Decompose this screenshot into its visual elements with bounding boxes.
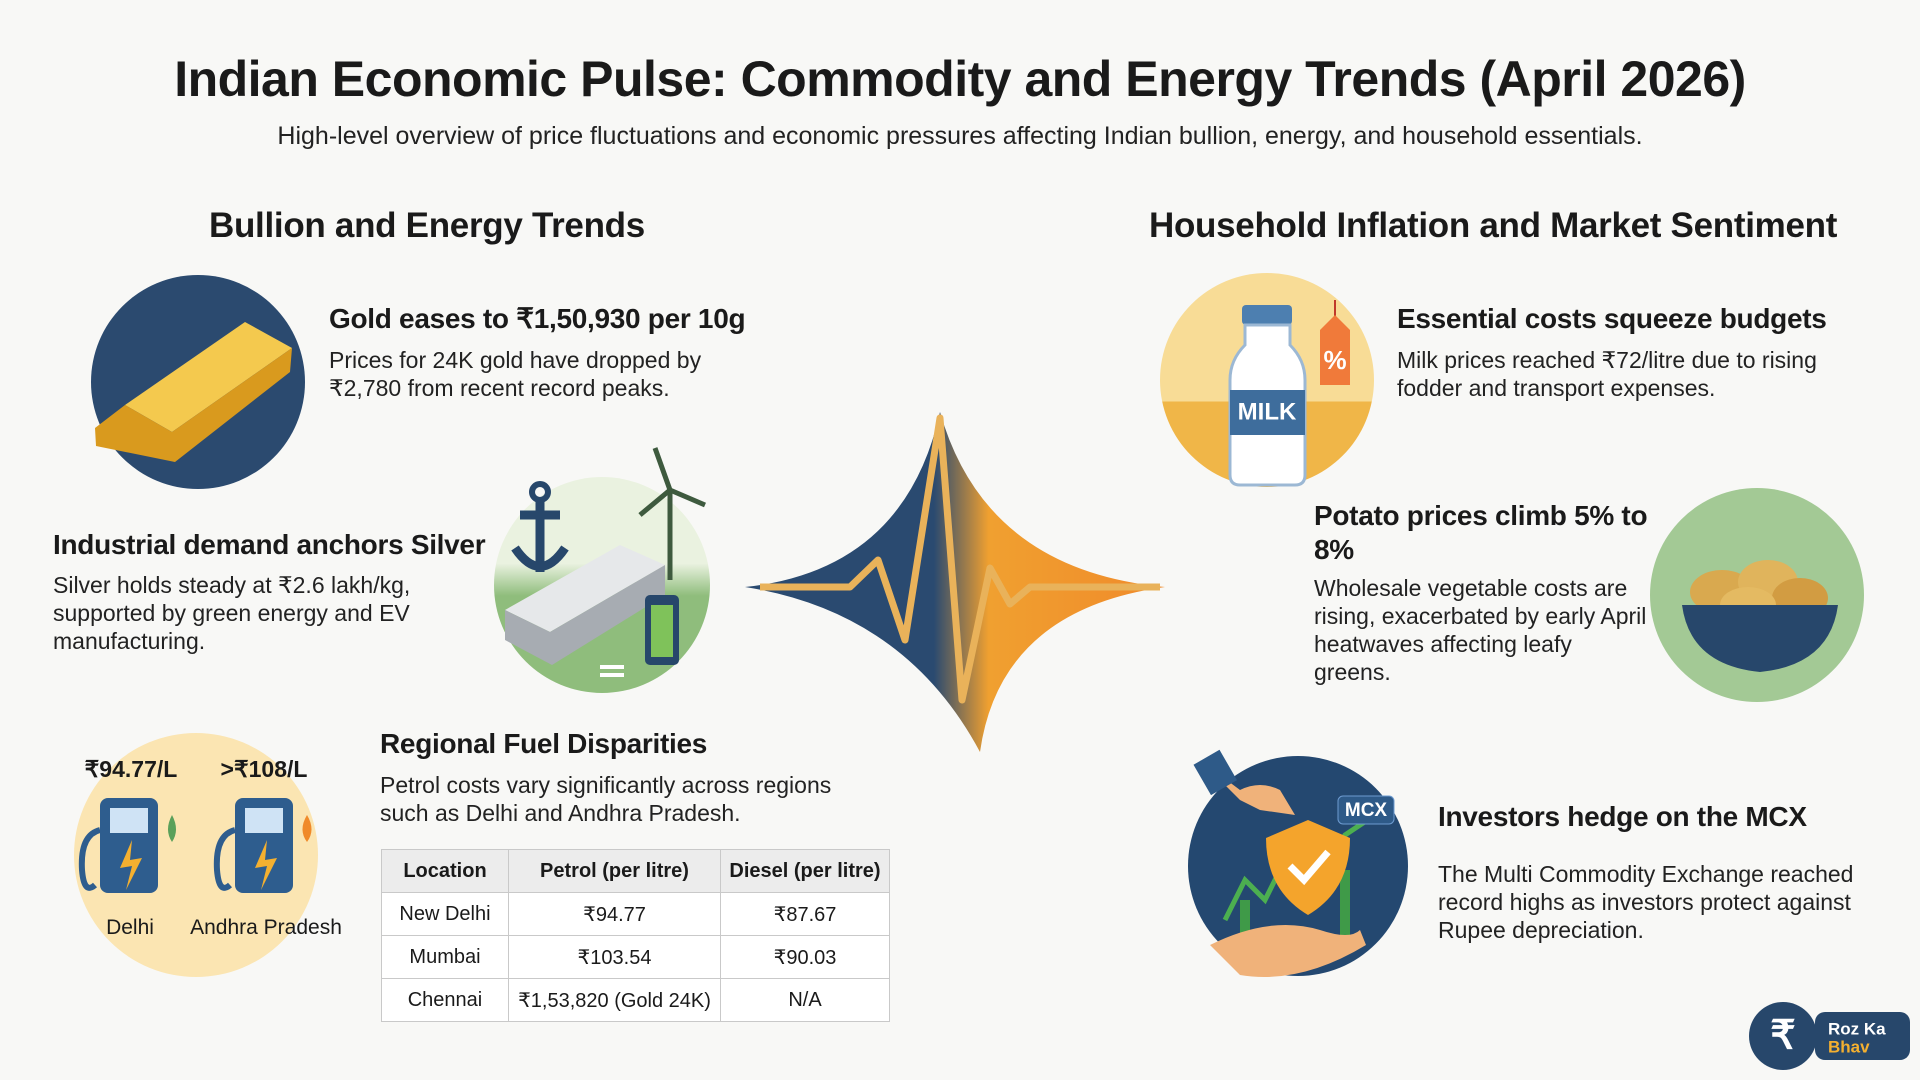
- logo-text: Roz Ka: [1828, 1019, 1886, 1038]
- potato-icon-part: [1682, 605, 1838, 672]
- mcx-icon-part: [1240, 900, 1250, 940]
- fuel-icon-part: [213, 827, 237, 891]
- silver-icon-part: [505, 565, 665, 665]
- fuel-icon-part: [255, 840, 277, 890]
- page-title: Indian Economic Pulse: Commodity and Ene…: [174, 51, 1746, 107]
- pulse-graphic: [745, 412, 1165, 752]
- milk-icon: MILK %: [1160, 273, 1374, 487]
- tag-label: %: [1323, 345, 1346, 375]
- cell: ₹87.67: [720, 892, 890, 936]
- fuel-icon-part: [302, 815, 312, 842]
- cell: ₹90.03: [720, 935, 890, 979]
- mcx-icon-part: [1266, 820, 1350, 915]
- mcx-icon-part: [1340, 870, 1350, 940]
- header-cell: Location: [381, 849, 509, 893]
- mcx-icon-part: [1337, 795, 1395, 825]
- table-row: New Delhi ₹94.77 ₹87.67: [381, 892, 890, 936]
- table-header: Location Petrol (per litre) Diesel (per li…: [381, 849, 890, 893]
- item-text: Petrol costs vary significantly across r…: [380, 772, 832, 826]
- header-cell: Petrol (per litre): [508, 849, 721, 893]
- item-text: Wholesale vegetable costs are rising, ex…: [1314, 575, 1647, 685]
- silver-icon-part: [511, 498, 569, 572]
- fuel-icon-part: [78, 827, 102, 891]
- cell: ₹103.54: [508, 935, 721, 979]
- section-heading: Household Inflation and Market Sentiment: [1149, 206, 1838, 245]
- gold-icon-part: [95, 348, 292, 462]
- silver-icon-part: [529, 481, 551, 503]
- item-title: Industrial demand anchors Silver: [53, 529, 486, 560]
- mcx-icon-part: [1200, 760, 1295, 815]
- header-cell: Diesel (per litre): [720, 849, 890, 893]
- item-text: Prices for 24K gold have dropped by ₹2,7…: [329, 347, 702, 401]
- item-text: Milk prices reached ₹72/litre due to ris…: [1397, 347, 1817, 401]
- silver-icon-part: [505, 545, 665, 632]
- potato-icon: [1650, 488, 1864, 702]
- section-heading: Bullion and Energy Trends: [209, 206, 645, 245]
- fuel-icon-part: [110, 808, 148, 833]
- item-text: Silver holds steady at ₹2.6 lakh/kg, sup…: [53, 572, 411, 654]
- mcx-icon-part: [1287, 849, 1331, 886]
- cell: N/A: [720, 978, 890, 1022]
- cell: Mumbai: [381, 935, 509, 979]
- silver-icon-part: [600, 673, 624, 677]
- page-subtitle: High-level overview of price fluctuation…: [277, 122, 1643, 150]
- mcx-label: MCX: [1345, 800, 1388, 821]
- item-text: The Multi Commodity Exchange reached rec…: [1438, 861, 1854, 943]
- fuel-price: >₹108/L: [220, 756, 308, 782]
- fuel-icon-part: [245, 808, 283, 833]
- milk-icon-part: [1320, 315, 1350, 385]
- milk-icon-part: [1230, 390, 1305, 435]
- item-title: Investors hedge on the MCX: [1438, 801, 1807, 832]
- gold-icon: [91, 275, 305, 489]
- silver-icon: [494, 447, 710, 693]
- cell: Chennai: [381, 978, 509, 1022]
- silver-icon-part: [651, 605, 673, 657]
- gold-icon-part: [125, 322, 292, 432]
- cell: ₹94.77: [508, 892, 721, 936]
- fuel-city: Andhra Pradesh: [190, 916, 342, 939]
- milk-label: MILK: [1238, 398, 1297, 425]
- logo-text: Bhav: [1828, 1037, 1870, 1056]
- cell: ₹1,53,820 (Gold 24K): [508, 978, 721, 1022]
- silver-icon-part: [638, 447, 706, 580]
- fuel-city: Delhi: [106, 916, 154, 939]
- fuel-table-part: Location Petrol (per litre) Diesel (per li…: [381, 849, 890, 1022]
- silver-icon-part: [600, 665, 624, 669]
- fuel-table: Location Petrol (per litre) Diesel (per li…: [381, 849, 890, 1022]
- item-title: Gold eases to ₹1,50,930 per 10g: [329, 303, 746, 334]
- logo-symbol: ₹: [1770, 1014, 1795, 1058]
- fuel-icon: [74, 733, 318, 977]
- item-title: Potato prices climb 5% to 8%: [1314, 500, 1648, 565]
- table-row: Mumbai ₹103.54 ₹90.03: [381, 935, 890, 979]
- cell: New Delhi: [381, 892, 509, 936]
- fuel-icon-part: [74, 733, 318, 977]
- milk-icon-part: [1242, 305, 1292, 325]
- logo-part: [1749, 1002, 1817, 1070]
- pulse-graphic-part: [760, 414, 1160, 704]
- item-title: Essential costs squeeze budgets: [1397, 303, 1827, 334]
- item-title: Regional Fuel Disparities: [380, 728, 708, 759]
- logo-part: [1815, 1012, 1910, 1060]
- fuel-price: ₹94.77/L: [84, 756, 178, 782]
- mcx-icon-part: [1193, 749, 1237, 796]
- table-row: Chennai ₹1,53,820 (Gold 24K) N/A: [381, 978, 890, 1022]
- fuel-icon-part: [120, 840, 142, 890]
- logo: ₹ Roz Ka Bhav: [1749, 1002, 1910, 1070]
- fuel-icon-part: [168, 815, 176, 842]
- mcx-icon: MCX: [1188, 749, 1408, 977]
- mcx-icon-part: [1210, 925, 1366, 977]
